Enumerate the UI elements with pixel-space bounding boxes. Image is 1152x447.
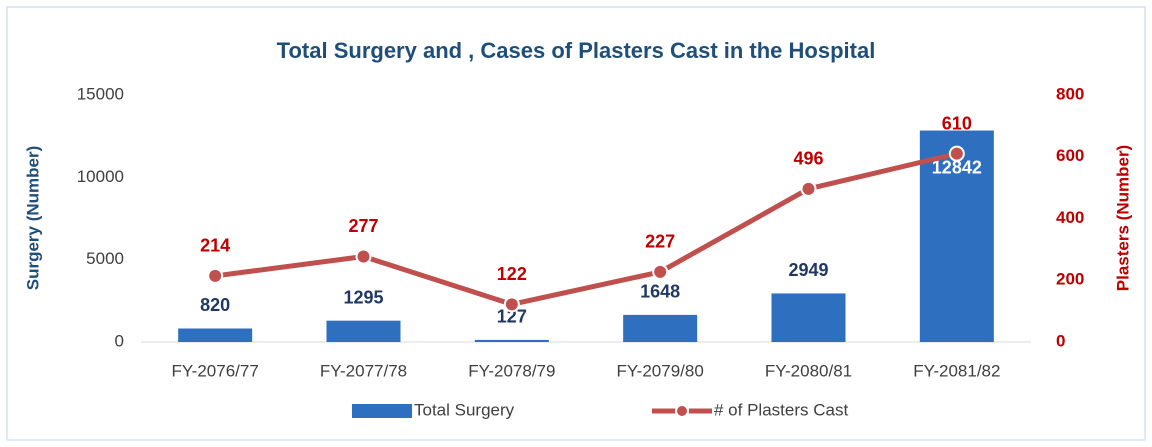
bar-value-label: 1295 — [343, 287, 383, 307]
legend-swatch — [352, 404, 412, 418]
x-tick-label: FY-2077/78 — [320, 361, 407, 380]
chart-title: Total Surgery and , Cases of Plasters Ca… — [277, 38, 876, 63]
bar — [178, 328, 253, 342]
bar-value-label: 127 — [497, 307, 527, 327]
y-tick-label: 5000 — [86, 249, 124, 268]
bar — [326, 320, 401, 342]
bar-value-label: 2949 — [788, 260, 828, 280]
line-point — [800, 180, 817, 197]
legend-label: Total Surgery — [414, 400, 515, 419]
y2-tick-label: 400 — [1056, 208, 1084, 227]
y2-axis-label: Plasters (Number) — [1113, 145, 1132, 291]
x-tick-label: FY-2078/79 — [468, 361, 555, 380]
line-value-label: 277 — [348, 216, 378, 236]
y2-tick-label: 200 — [1056, 270, 1084, 289]
legend-label: # of Plasters Cast — [714, 400, 848, 419]
line-value-label: 214 — [200, 236, 230, 256]
line-point — [355, 248, 372, 265]
line-value-label: 610 — [942, 113, 972, 133]
line — [214, 151, 958, 307]
line-value-label: 496 — [793, 149, 823, 169]
x-tick-label: FY-2080/81 — [765, 361, 852, 380]
line-value-label: 227 — [645, 232, 675, 252]
y-tick-label: 15000 — [77, 84, 124, 103]
y2-tick-label: 800 — [1056, 84, 1084, 103]
bar — [623, 314, 698, 342]
y2-tick-label: 0 — [1056, 331, 1065, 350]
y-tick-label: 0 — [115, 331, 124, 350]
y2-tick-label: 600 — [1056, 146, 1084, 165]
legend-swatch — [675, 404, 689, 418]
bar-value-label: 820 — [200, 295, 230, 315]
bar — [474, 339, 549, 342]
bar — [771, 293, 846, 342]
bar — [919, 130, 994, 342]
y-axis-label: Surgery (Number) — [23, 146, 42, 291]
line-point — [503, 296, 520, 313]
x-tick-label: FY-2076/77 — [172, 361, 259, 380]
line-point — [652, 263, 669, 280]
y-tick-label: 10000 — [77, 167, 124, 186]
x-tick-label: FY-2079/80 — [617, 361, 704, 380]
x-tick-label: FY-2081/82 — [913, 361, 1000, 380]
bar-value-label: 1648 — [640, 282, 680, 302]
line-point — [948, 145, 965, 162]
bar-value-label: 12842 — [932, 157, 982, 177]
line-point — [207, 267, 224, 284]
line-value-label: 122 — [497, 264, 527, 284]
